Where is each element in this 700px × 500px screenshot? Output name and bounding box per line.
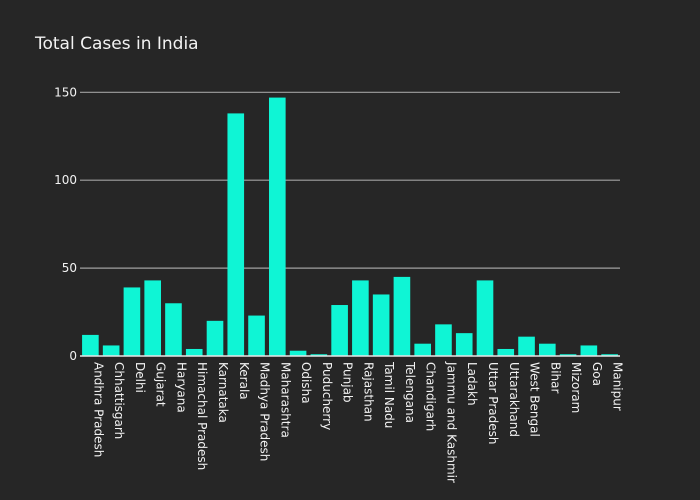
x-tick-label: Ladakh [465, 362, 479, 406]
x-tick-label: Delhi [133, 362, 147, 393]
bar-chandigarh[interactable] [414, 343, 431, 356]
x-tick-label: Bihar [548, 362, 562, 394]
x-tick-label: Puducherry [320, 362, 334, 430]
y-tick-label: 150 [54, 85, 77, 99]
y-tick-label: 100 [54, 173, 77, 187]
x-tick-label: Maharashtra [278, 362, 292, 438]
bar-bihar[interactable] [539, 343, 556, 356]
x-tick-label: Goa [590, 362, 604, 386]
bar-kerala[interactable] [227, 113, 245, 356]
bar-uttarakhand[interactable] [497, 348, 515, 356]
y-tick-label: 0 [69, 349, 77, 363]
bar-delhi[interactable] [123, 287, 141, 356]
bar-gujarat[interactable] [144, 280, 161, 356]
bar-haryana[interactable] [165, 303, 182, 356]
bar-manipur[interactable] [601, 354, 618, 356]
x-tick-label: Tamil Nadu [382, 361, 396, 428]
x-tick-label: Kerala [237, 362, 251, 400]
bar-madhya-pradesh[interactable] [248, 315, 265, 356]
bar-telengana[interactable] [393, 276, 411, 356]
bar-karnataka[interactable] [206, 320, 224, 356]
x-tick-label: Karnataka [216, 362, 230, 423]
y-tick-label: 50 [62, 261, 77, 275]
bars [82, 97, 618, 356]
chart-title: Total Cases in India [35, 34, 199, 54]
x-tick-label: Telengana [403, 361, 417, 423]
bar-jammu-and-kashmir[interactable] [435, 324, 452, 356]
x-tick-label: Chhattisgarh [112, 362, 126, 439]
x-tick-label: Chandigarh [424, 362, 438, 431]
bar-west-bengal[interactable] [518, 336, 535, 356]
bar-himachal-pradesh[interactable] [185, 348, 203, 356]
bar-puducherry[interactable] [310, 354, 328, 356]
bar-punjab[interactable] [331, 305, 348, 356]
x-tick-label: Madhya Pradesh [258, 362, 272, 461]
bar-rajasthan[interactable] [352, 280, 369, 356]
grid-lines [80, 91, 620, 269]
bar-tamil-nadu[interactable] [372, 294, 390, 356]
x-tick-label: Uttarakhand [507, 362, 521, 437]
x-axis-ticks: Andhra Pradesh Chhattisgarh Delhi Gujarat Ha… [91, 361, 624, 483]
bar-maharashtra[interactable] [269, 97, 286, 356]
bar-chhattisgarh[interactable] [102, 345, 120, 356]
x-tick-label: Haryana [174, 362, 188, 413]
x-tick-label: Rajasthan [361, 362, 375, 422]
x-tick-label: West Bengal [528, 362, 542, 437]
y-axis-ticks: 0 50 100 150 [54, 85, 77, 363]
x-tick-label: Uttar Pradesh [486, 362, 500, 444]
x-tick-label: Odisha [299, 362, 313, 404]
bar-uttar-pradesh[interactable] [476, 280, 494, 356]
x-tick-label: Mizoram [569, 362, 583, 413]
x-tick-label: Himachal Pradesh [195, 362, 209, 470]
x-tick-label: Punjab [341, 362, 355, 403]
bar-goa[interactable] [580, 345, 598, 356]
bar-andhra-pradesh[interactable] [82, 334, 99, 356]
x-tick-label: Andhra Pradesh [91, 362, 105, 457]
x-tick-label: Jammu and Kashmir [444, 361, 458, 483]
bar-odisha[interactable] [289, 350, 307, 356]
x-tick-label: Manipur [611, 362, 625, 411]
bar-mizoram[interactable] [559, 354, 577, 356]
x-tick-label: Gujarat [154, 362, 168, 407]
bar-ladakh[interactable] [455, 333, 473, 356]
